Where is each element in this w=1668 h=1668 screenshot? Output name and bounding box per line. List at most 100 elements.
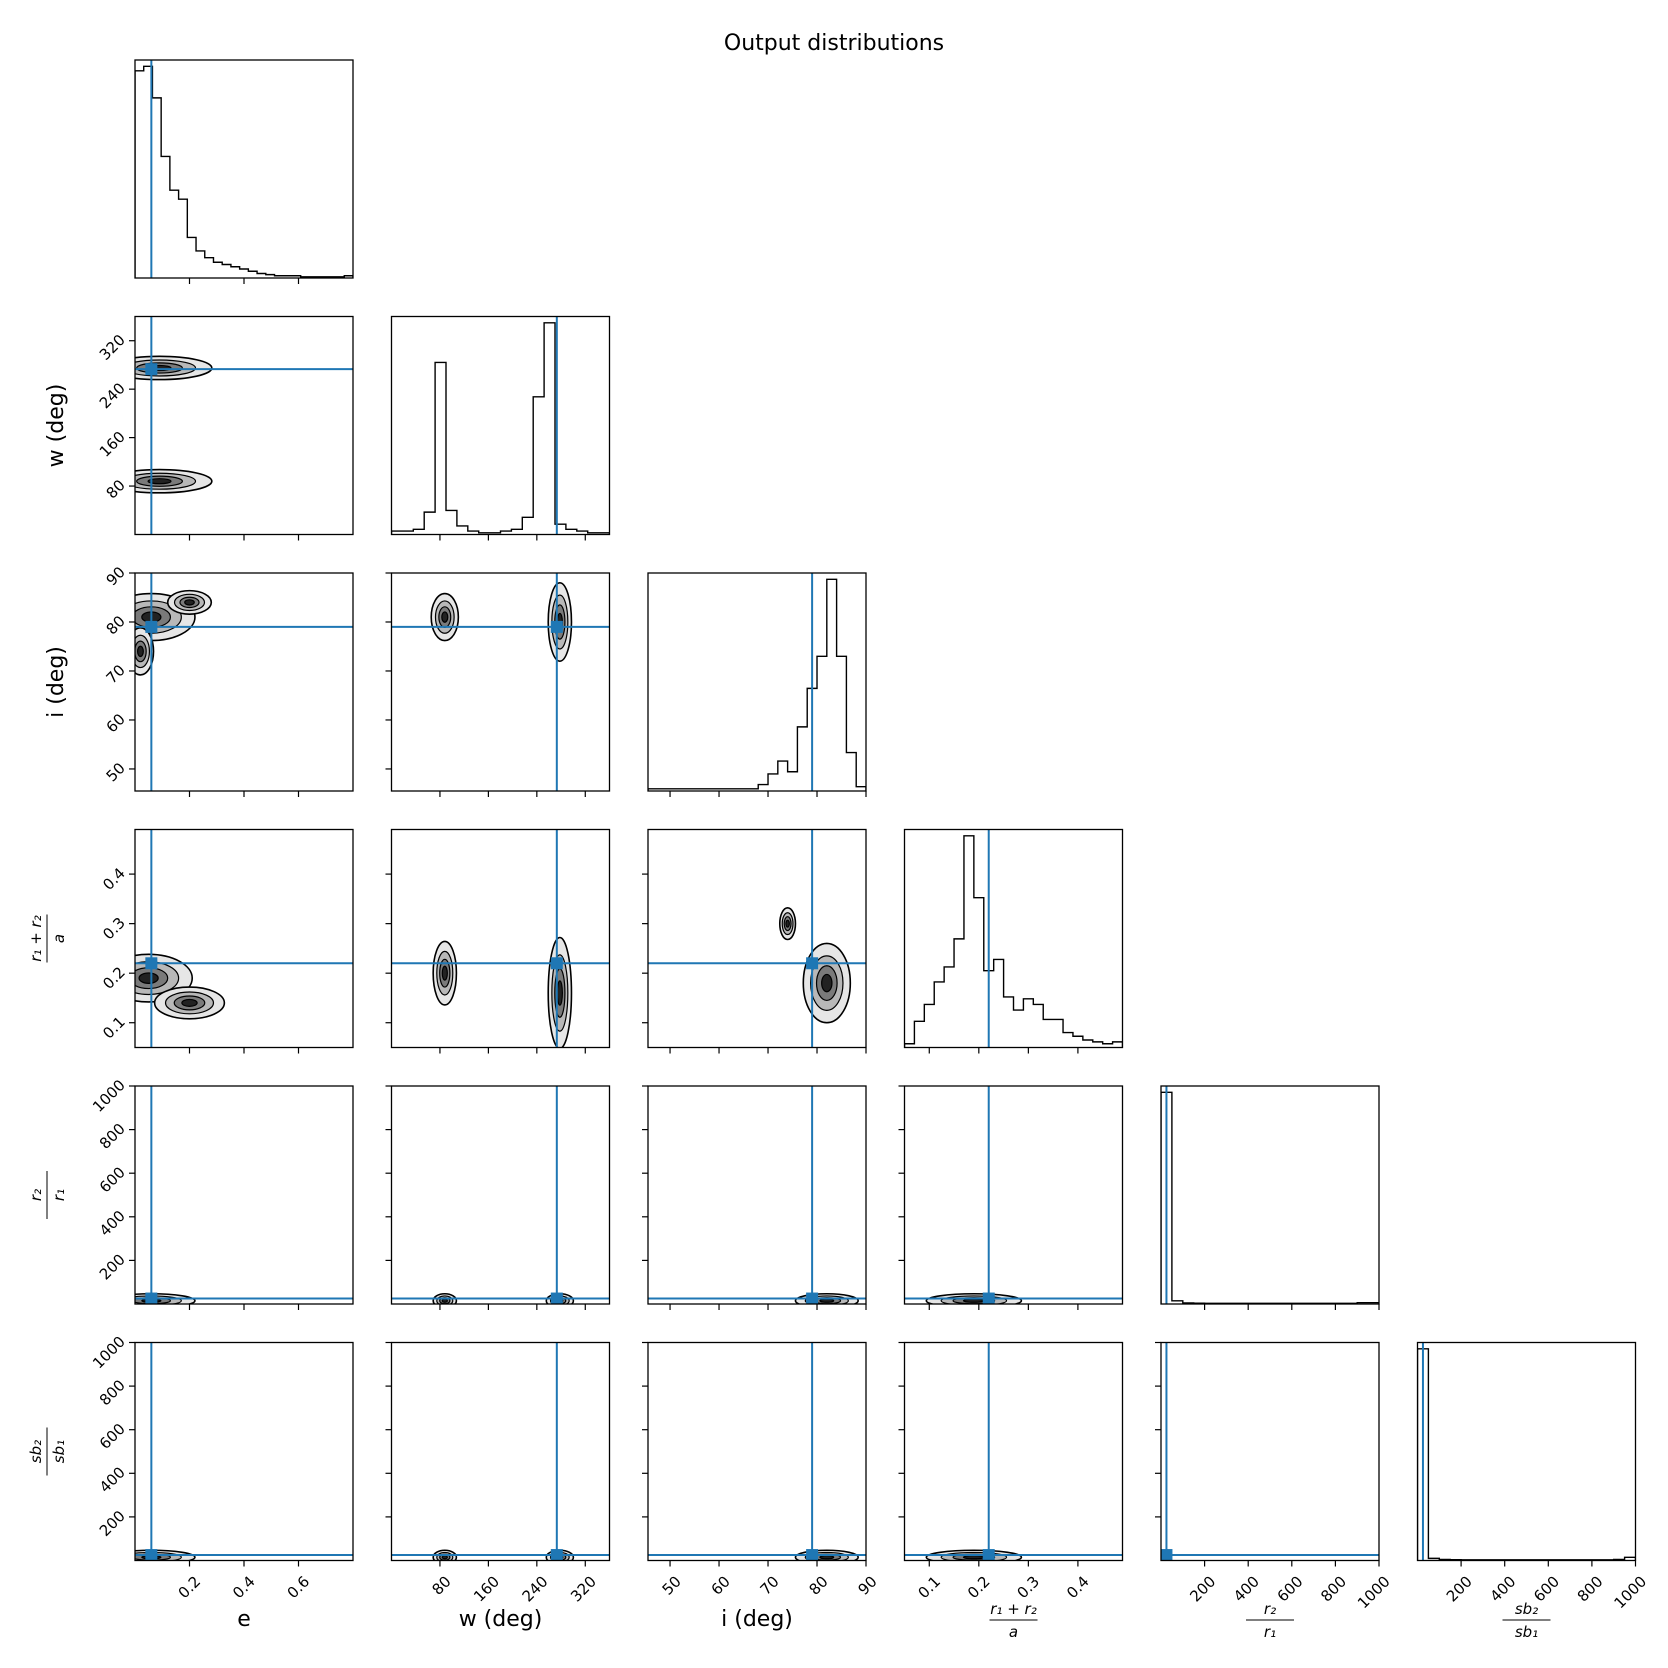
x-tick-label: 1000 xyxy=(1354,1573,1394,1613)
scatter-panel-rsum-sbratio: 0.1 0.2 0.3 0.4 xyxy=(898,1341,1124,1603)
histogram-step-rsum xyxy=(904,835,1123,1048)
truth-marker xyxy=(806,1549,819,1561)
x-tick-label: 600 xyxy=(1274,1573,1307,1606)
panel-frame xyxy=(903,1341,1124,1562)
truth-marker xyxy=(1161,1549,1173,1561)
panel-frame xyxy=(390,828,611,1049)
truth-marker xyxy=(145,957,158,970)
truth-marker xyxy=(550,1549,563,1561)
y-tick-label: 0.3 xyxy=(99,914,129,944)
y-axis-label-sbratio-denominator: sb₁ xyxy=(50,1440,68,1463)
x-tick-label: 60 xyxy=(708,1573,734,1599)
y-axis-label-w: w (deg) xyxy=(44,384,69,468)
histogram-step-sbratio xyxy=(1417,1348,1636,1561)
panel-frame xyxy=(390,1085,611,1305)
y-tick-label: 800 xyxy=(96,1376,129,1409)
panel-frame xyxy=(134,1085,354,1305)
x-tick-label: 0.3 xyxy=(1014,1573,1044,1603)
y-tick-label: 60 xyxy=(103,710,129,736)
x-axis-label-sbratio-numerator: sb₂ xyxy=(1515,1600,1538,1618)
truth-marker xyxy=(145,1292,158,1304)
hist-panel-sbratio: 200 400 600 800 1000 xyxy=(1416,1341,1650,1612)
density-contour xyxy=(441,611,449,623)
y-tick-label: 90 xyxy=(103,563,129,589)
panel-frame xyxy=(647,1085,867,1305)
density-contour xyxy=(441,965,448,981)
panel-frame xyxy=(134,59,354,279)
panel-frame xyxy=(134,1341,354,1562)
y-tick-label: 0.4 xyxy=(99,864,129,894)
hist-panel-e xyxy=(134,59,354,284)
x-axis-label-rsum-numerator: r₁ + r₂ xyxy=(990,1600,1036,1618)
x-tick-label: 800 xyxy=(1574,1573,1607,1606)
truth-marker xyxy=(806,1292,819,1304)
y-axis-label-w-text: w (deg) xyxy=(44,384,69,468)
y-tick-label: 320 xyxy=(96,331,129,364)
density-contour xyxy=(556,980,563,1006)
x-axis-label-i-text: i (deg) xyxy=(721,1607,793,1632)
y-tick-label: 80 xyxy=(103,476,129,502)
density-contour xyxy=(819,1555,835,1560)
y-axis-label-sbratio: sb₂ sb₁ xyxy=(27,1427,68,1476)
panel-frame xyxy=(647,1341,867,1562)
y-tick-label: 160 xyxy=(96,428,129,461)
panel-frame xyxy=(903,1085,1124,1305)
density-contour xyxy=(819,1298,835,1303)
panel-frame xyxy=(903,828,1124,1049)
x-axis-label-e: e xyxy=(237,1607,251,1632)
y-tick-label: 200 xyxy=(96,1251,129,1284)
y-axis-label-i-text: i (deg) xyxy=(44,646,69,718)
panel-frame xyxy=(134,315,354,536)
x-tick-label: 200 xyxy=(1443,1573,1476,1606)
x-tick-label: 0.4 xyxy=(1063,1573,1093,1603)
scatter-panel-e-rratio: 200 400 600 800 1000 xyxy=(89,1076,354,1310)
y-axis-label-rratio-numerator: r₂ xyxy=(27,1189,45,1201)
panel-frame xyxy=(134,572,354,792)
histogram-step-rratio xyxy=(1161,1091,1379,1304)
panel-frame xyxy=(1160,1085,1380,1305)
x-axis-label-rratio-denominator: r₁ xyxy=(1264,1623,1276,1641)
y-tick-label: 0.2 xyxy=(99,963,129,993)
x-axis-label-rsum: r₁ + r₂ a xyxy=(989,1600,1038,1641)
panel-frame xyxy=(647,828,867,1049)
scatter-panel-rsum-rratio xyxy=(898,1085,1124,1310)
x-tick-label: 800 xyxy=(1317,1573,1350,1606)
scatter-panel-w-rratio xyxy=(385,1085,611,1310)
scatter-panel-w-sbratio: 80 160 240 320 xyxy=(385,1341,611,1606)
density-contour xyxy=(821,973,833,993)
histogram-step-e xyxy=(135,65,353,278)
scatter-panel-w-rsum xyxy=(385,828,611,1054)
y-axis-label-rratio-denominator: r₁ xyxy=(50,1189,68,1201)
x-axis-label-sbratio: sb₂ sb₁ xyxy=(1502,1600,1551,1641)
x-axis-label-rsum-denominator: a xyxy=(1009,1623,1018,1641)
y-axis-label-rsum: r₁ + r₂ a xyxy=(27,914,68,963)
truth-marker xyxy=(550,1292,563,1304)
y-axis-label-rratio: r₂ r₁ xyxy=(27,1171,68,1219)
y-tick-label: 400 xyxy=(96,1463,129,1496)
panel-frame xyxy=(1160,1341,1380,1562)
panel-frame xyxy=(390,1341,611,1562)
x-tick-label: 70 xyxy=(757,1573,783,1599)
scatter-panel-i-rsum xyxy=(642,828,867,1054)
x-tick-label: 80 xyxy=(806,1573,832,1599)
density-contour xyxy=(962,1555,985,1560)
y-tick-label: 50 xyxy=(103,759,129,785)
x-axis-label-sbratio-denominator: sb₁ xyxy=(1515,1623,1538,1641)
x-axis-label-w: w (deg) xyxy=(459,1607,543,1632)
hist-panel-rsum xyxy=(903,828,1124,1054)
panel-frame xyxy=(1416,1341,1637,1562)
truth-marker xyxy=(982,1549,995,1561)
truth-marker xyxy=(550,957,563,970)
x-tick-label: 50 xyxy=(659,1573,685,1599)
y-tick-label: 0.1 xyxy=(99,1013,129,1043)
x-tick-label: 90 xyxy=(855,1573,881,1599)
y-tick-label: 200 xyxy=(96,1507,129,1540)
truth-marker xyxy=(145,1549,158,1561)
y-tick-label: 1000 xyxy=(89,1333,129,1373)
scatter-panel-e-i: 50 60 70 80 90 xyxy=(103,563,354,797)
scatter-panel-e-rsum: 0.1 0.2 0.3 0.4 xyxy=(99,828,354,1054)
x-tick-label: 240 xyxy=(519,1573,552,1606)
truth-marker xyxy=(145,363,158,376)
